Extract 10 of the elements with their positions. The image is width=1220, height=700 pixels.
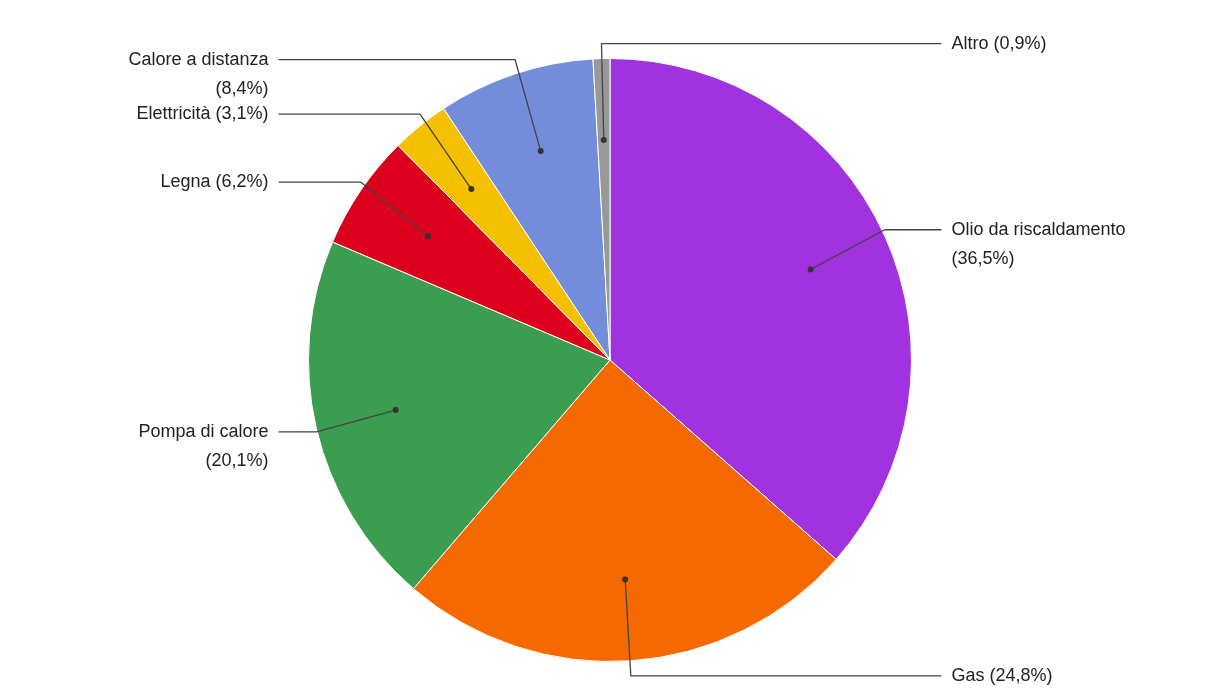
slice-label: Pompa di calore (138, 420, 269, 441)
data-label: (8,4%) (215, 77, 269, 98)
data-label: (36,5%) (951, 247, 1015, 268)
slice-label: Elettricità (3,1%) (136, 103, 269, 124)
slice-label: Altro (0,9%) (951, 32, 1047, 53)
slice-label: Legna (6,2%) (160, 171, 269, 192)
data-label: (20,1%) (205, 449, 269, 470)
slice-label: Gas (24,8%) (951, 664, 1053, 685)
slice-label: Olio da riscaldamento (951, 218, 1126, 239)
slice-label: Calore a distanza (128, 48, 270, 69)
